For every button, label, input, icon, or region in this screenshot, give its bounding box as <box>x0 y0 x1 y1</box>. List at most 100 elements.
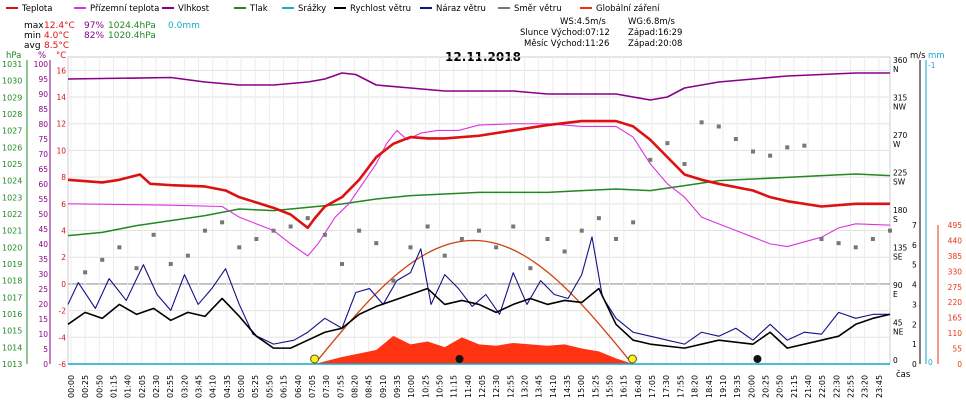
series-point-smer-vetru <box>254 237 259 241</box>
humidity-tick-label: 55 <box>38 195 48 204</box>
series-point-smer-vetru <box>665 141 670 146</box>
time-tick-label: 05:25 <box>251 375 260 398</box>
series-line-prizemni-teplota <box>67 123 891 257</box>
time-tick-label: 06:40 <box>294 375 303 398</box>
pressure-tick-label: 1028 <box>2 110 22 119</box>
direction-tick-label: NW <box>893 103 907 112</box>
series-point-smer-vetru <box>442 253 447 258</box>
series-point-smer-vetru <box>271 228 276 233</box>
radiation-tick-label: 110 <box>948 329 963 338</box>
radiation-tick-label: 165 <box>948 314 963 323</box>
series-point-smer-vetru <box>888 228 892 233</box>
legend-label-smer-vetru: Směr větru <box>514 4 562 14</box>
humidity-tick-label: 80 <box>38 120 48 129</box>
marker-sunrise <box>310 354 320 364</box>
info-block: WS:4.5m/s WG:6.8m/s Slunce Východ:07:12 … <box>520 17 682 49</box>
axis-title-wind: m/s <box>910 51 926 61</box>
time-tick-label: 00:00 <box>67 375 76 398</box>
time-tick-label: 01:15 <box>110 375 119 398</box>
stats-min-label: min <box>24 31 41 41</box>
time-tick-label: 17:30 <box>662 375 671 398</box>
temp-tick-label: 6 <box>61 200 66 209</box>
temp-tick-label: -4 <box>59 333 67 342</box>
series-point-smer-vetru <box>203 228 207 233</box>
series-point-smer-vetru <box>425 224 430 229</box>
pressure-tick-label: 1027 <box>2 127 22 136</box>
humidity-tick-label: 60 <box>38 180 48 189</box>
humidity-tick-label: 50 <box>38 210 48 219</box>
time-tick-label: 15:25 <box>591 375 600 398</box>
time-tick-label: 15:50 <box>606 375 615 398</box>
time-tick-label: 10:50 <box>435 375 444 398</box>
time-tick-label: 18:45 <box>705 375 714 398</box>
time-tick-label: 10:00 <box>407 375 416 398</box>
direction-tick-label: 90 <box>893 281 903 290</box>
humidity-tick-label: 90 <box>38 90 48 99</box>
rain-tick-label: -1 <box>928 61 936 70</box>
time-tick-label: 19:35 <box>733 375 742 398</box>
pressure-tick-label: 1021 <box>2 227 22 236</box>
time-tick-label: 11:40 <box>464 375 473 398</box>
wind-tick-label: 7 <box>912 221 917 230</box>
series-point-smer-vetru <box>579 228 584 233</box>
series-point-smer-vetru <box>853 245 858 250</box>
humidity-tick-label: 75 <box>38 135 48 144</box>
humidity-tick-label: 85 <box>38 105 48 114</box>
wind-tick-label: 3 <box>912 300 917 309</box>
info-wind-gust: WG:6.8m/s <box>628 17 676 27</box>
series-line-tlak <box>67 173 891 237</box>
stats-block: max 12.4°C 97% 1024.4hPa 0.0mm min 4.0°C… <box>24 21 200 51</box>
temp-tick-label: 10 <box>56 146 66 155</box>
pressure-tick-label: 1023 <box>2 193 22 202</box>
temp-tick-label: 16 <box>56 66 66 75</box>
time-tick-label: 01:40 <box>124 375 133 398</box>
time-tick-label: 09:10 <box>379 375 388 398</box>
series-point-smer-vetru <box>340 262 344 266</box>
direction-tick-label: N <box>893 65 899 74</box>
legend-label-globalni-zareni: Globální záření <box>596 4 660 14</box>
time-tick-label: 04:10 <box>209 375 218 398</box>
temp-tick-label: 8 <box>61 173 66 182</box>
series-point-smer-vetru <box>494 245 499 250</box>
series-point-smer-vetru <box>716 124 721 129</box>
direction-tick-label: W <box>893 140 901 149</box>
series-line-vlhkost <box>67 72 890 101</box>
pressure-tick-label: 1026 <box>2 143 22 152</box>
series-point-smer-vetru <box>288 224 293 229</box>
time-tick-label: 02:05 <box>138 375 147 398</box>
series-point-smer-vetru <box>751 149 755 154</box>
series-point-smer-vetru <box>511 224 516 229</box>
time-tick-label: 06:15 <box>280 375 289 398</box>
time-tick-label: 03:45 <box>195 375 204 398</box>
stats-max-label: max <box>24 21 44 31</box>
info-wind-speed: WS:4.5m/s <box>560 17 606 27</box>
time-tick-label: 14:35 <box>563 375 572 398</box>
series-point-smer-vetru <box>768 153 773 158</box>
time-tick-label: 21:40 <box>804 375 813 398</box>
series-point-smer-vetru <box>819 237 824 241</box>
pressure-tick-label: 1018 <box>2 277 22 286</box>
time-tick-label: 15:00 <box>577 375 586 398</box>
time-tick-label: 12:30 <box>492 375 501 398</box>
series-point-smer-vetru <box>357 228 362 233</box>
series-point-smer-vetru <box>134 266 139 271</box>
info-sunset: Západ:16:29 <box>628 28 682 38</box>
plot-area <box>67 72 892 365</box>
series-point-smer-vetru <box>682 162 687 166</box>
time-tick-label: 18:20 <box>691 375 700 398</box>
radiation-tick-label: 385 <box>948 252 963 261</box>
time-tick-label: 20:00 <box>747 375 756 398</box>
time-tick-label: 23:20 <box>861 375 870 398</box>
direction-tick-label: E <box>893 290 898 299</box>
time-tick-label: 00:50 <box>95 375 104 398</box>
series-point-smer-vetru <box>374 241 379 246</box>
humidity-tick-label: 40 <box>38 240 48 249</box>
radiation-tick-label: 220 <box>948 298 963 307</box>
axis-title-time: čas <box>896 369 911 380</box>
pressure-tick-label: 1014 <box>2 343 22 352</box>
series-point-smer-vetru <box>237 245 242 250</box>
time-tick-label: 22:55 <box>846 375 855 398</box>
direction-tick-label: 360 <box>893 56 908 65</box>
stats-min-temp: 4.0°C <box>44 31 69 41</box>
